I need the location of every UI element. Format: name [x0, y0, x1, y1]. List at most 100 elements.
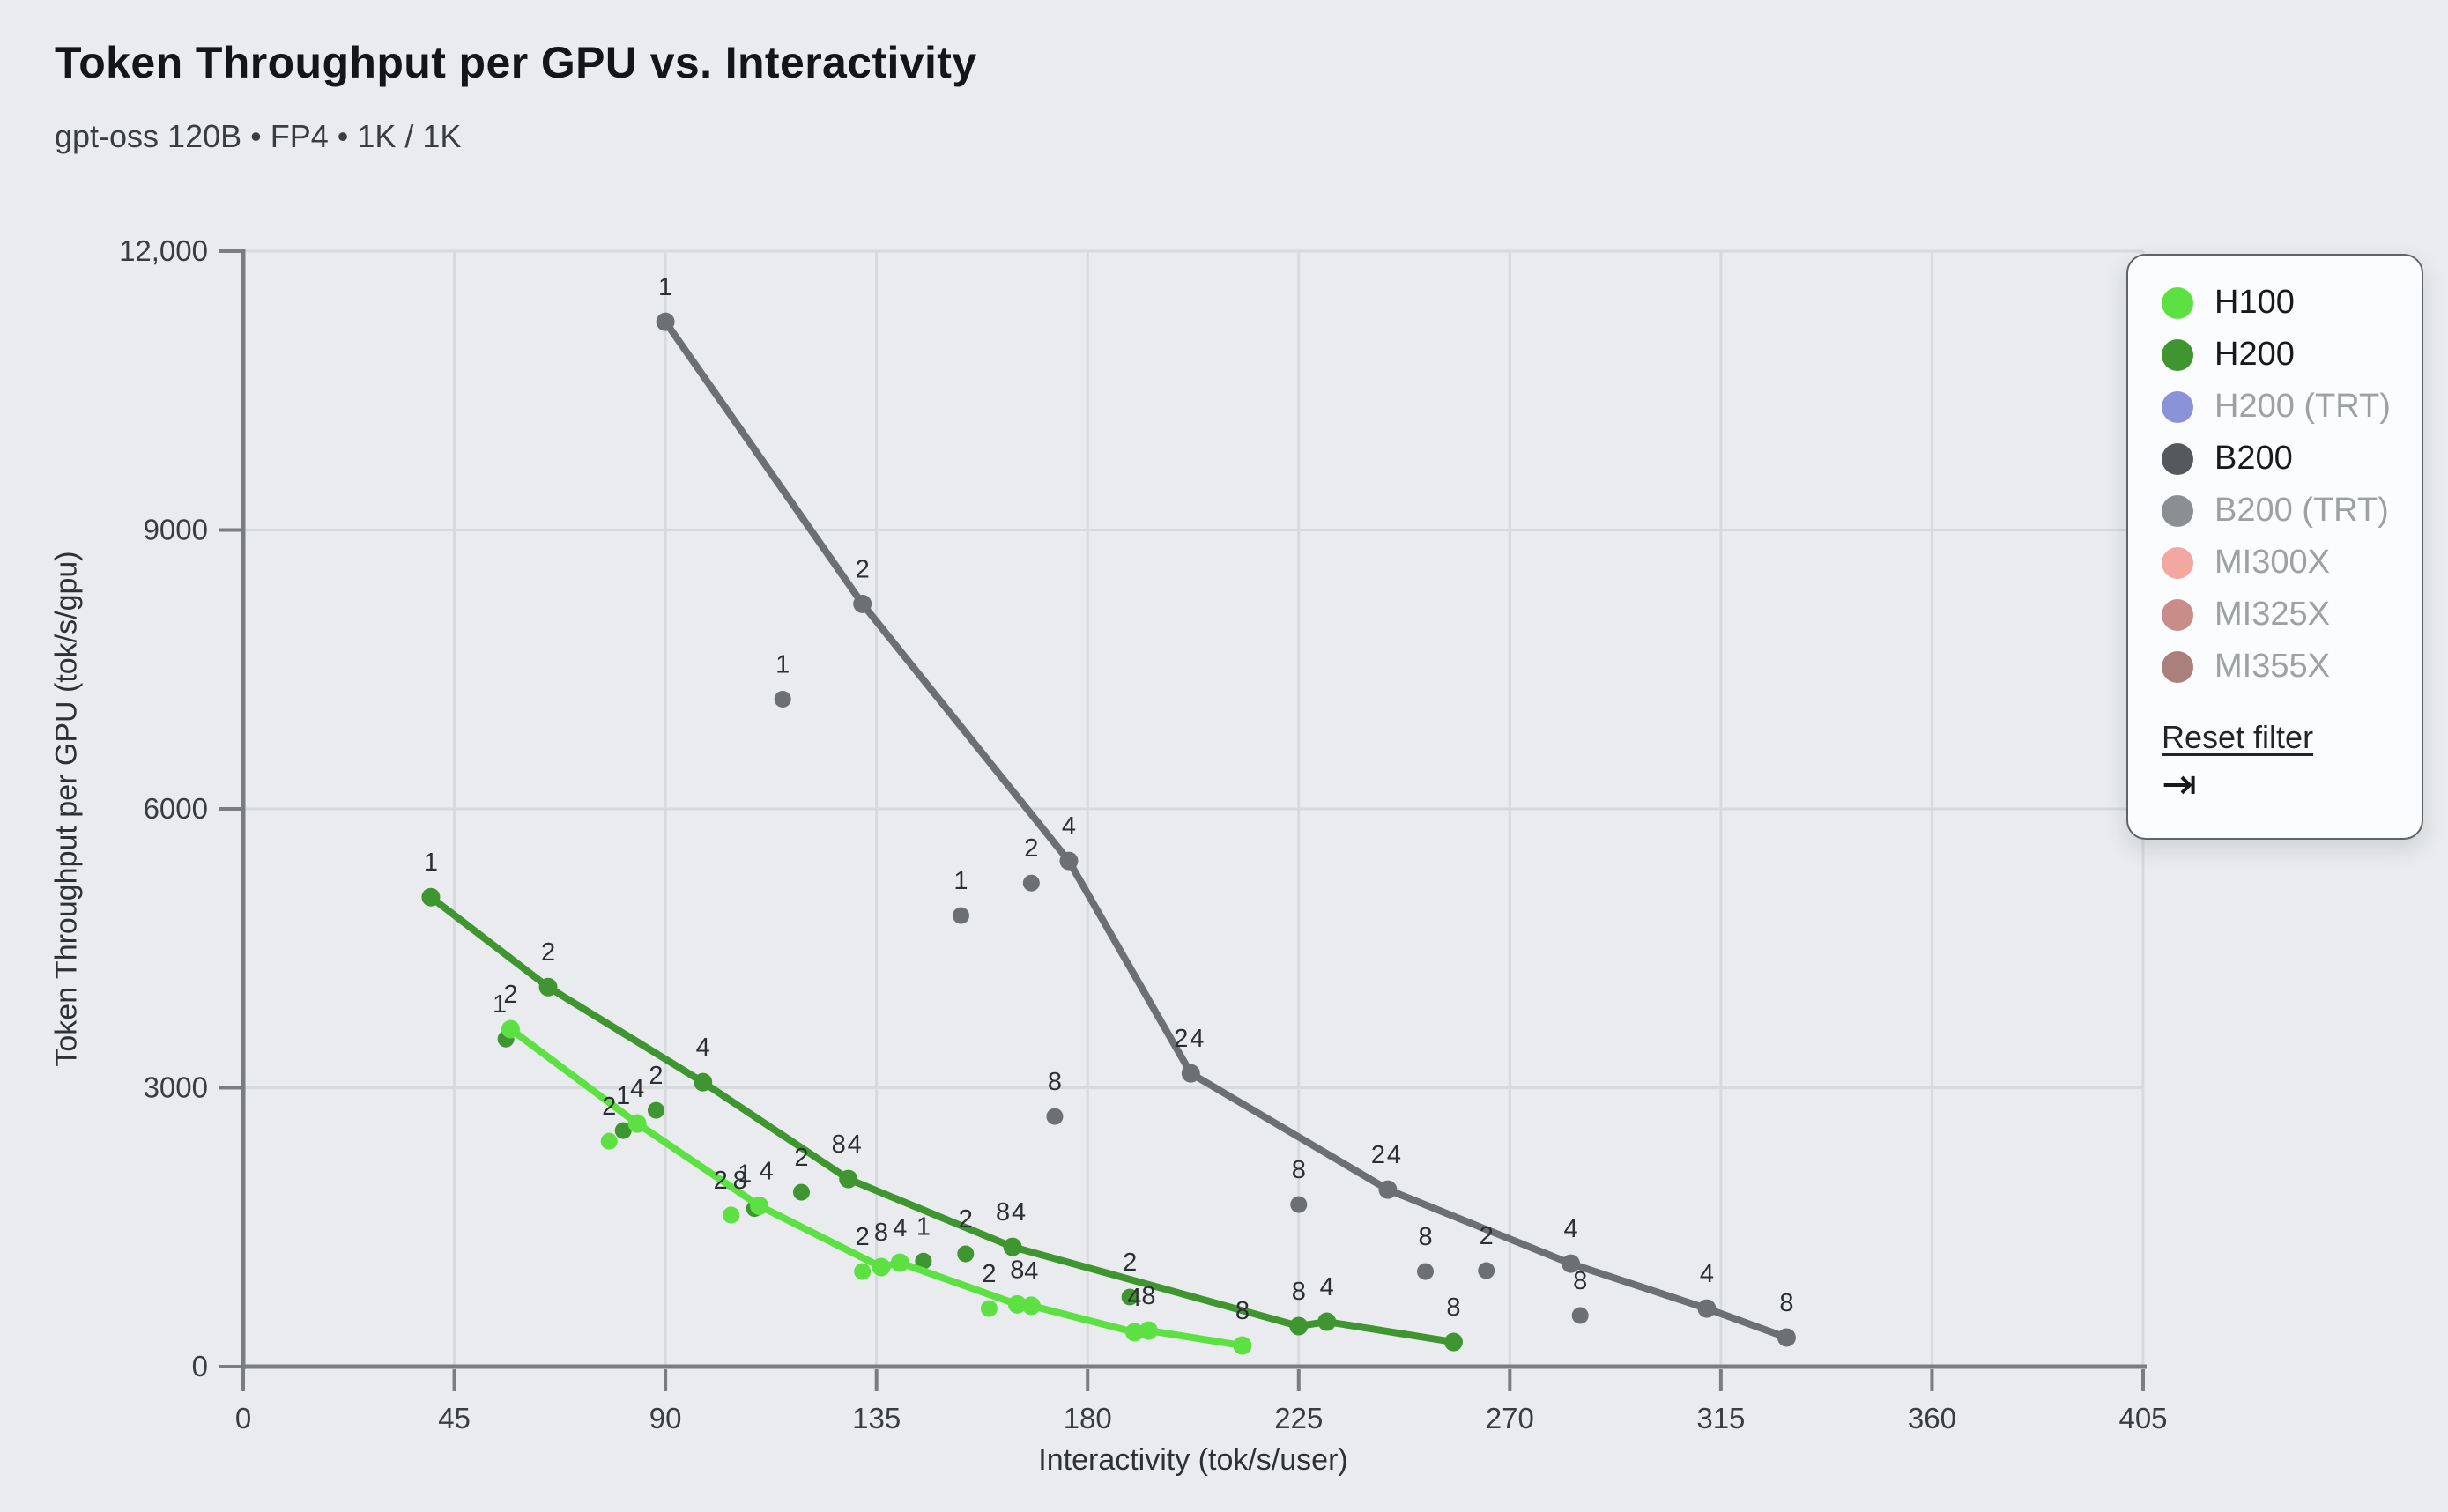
point-h100-line-2[interactable]	[750, 1196, 769, 1215]
point-h100-scatter-2[interactable]	[723, 1206, 740, 1224]
point-label-b200-16: 2	[1480, 1222, 1494, 1250]
point-h100-line-0[interactable]	[501, 1019, 520, 1039]
legend-item-b200-trt[interactable]: B200 (TRT)	[2162, 485, 2392, 537]
point-label-h100-2: 4	[760, 1157, 774, 1185]
point-h100-scatter-0[interactable]	[600, 1132, 618, 1150]
x-tick-label-315: 315	[1696, 1402, 1745, 1434]
point-h200-line-5[interactable]	[1289, 1316, 1309, 1336]
x-tick-label-135: 135	[852, 1402, 901, 1434]
point-label-h200-15: 2	[959, 1205, 973, 1234]
legend-swatch-b200	[2162, 442, 2193, 475]
point-h200-line-7[interactable]	[1443, 1332, 1463, 1352]
point-label-h200-9: 1	[616, 1082, 630, 1110]
point-h200-scatter-1[interactable]	[614, 1122, 632, 1139]
point-label-h100-13: 2	[856, 1223, 870, 1251]
point-label-b200-12: 2	[1174, 1025, 1188, 1053]
point-b200-line-2[interactable]	[1059, 851, 1079, 871]
point-label-b200-3: 4	[1190, 1025, 1204, 1053]
point-h200-line-6[interactable]	[1317, 1312, 1337, 1331]
point-b200-scatter-3[interactable]	[1046, 1108, 1064, 1125]
point-h100-scatter-4[interactable]	[980, 1300, 998, 1317]
point-label-h200-5: 8	[1292, 1278, 1306, 1306]
legend-label-h200-trt: H200 (TRT)	[2214, 388, 2391, 425]
y-tick-label-3000: 3000	[144, 1071, 208, 1104]
legend-items: H100 H200 H200 (TRT) B200 B200 (TRT) MI300X MI…	[2162, 277, 2392, 693]
point-label-h200-12: 2	[794, 1144, 808, 1172]
legend-label-b200: B200	[2214, 440, 2293, 477]
legend-label-b200-trt: B200 (TRT)	[2214, 492, 2389, 529]
point-h200-scatter-2[interactable]	[647, 1101, 664, 1119]
point-b200-line-3[interactable]	[1181, 1064, 1200, 1083]
reset-filter-link[interactable]: Reset filter	[2162, 719, 2314, 755]
point-b200-scatter-1[interactable]	[952, 907, 969, 924]
legend-label-h100: H100	[2214, 284, 2295, 321]
point-h200-line-2[interactable]	[694, 1072, 713, 1092]
point-b200-line-7[interactable]	[1777, 1328, 1796, 1347]
point-label-b200-4: 4	[1387, 1141, 1401, 1169]
tab-arrow-icon[interactable]: ⇥	[2162, 760, 2198, 809]
point-label-b200-13: 8	[1292, 1156, 1306, 1184]
point-h200-scatter-6[interactable]	[915, 1252, 932, 1270]
point-h100-scatter-3[interactable]	[854, 1263, 872, 1280]
point-label-h100-9: 8	[1235, 1297, 1250, 1325]
point-b200-scatter-7[interactable]	[1417, 1263, 1435, 1280]
point-label-h200-3: 4	[848, 1130, 862, 1159]
legend-item-h100[interactable]: H100	[2162, 277, 2392, 329]
point-h200-scatter-4[interactable]	[792, 1183, 810, 1201]
point-h200-line-0[interactable]	[421, 887, 441, 907]
point-b200-scatter-9[interactable]	[1571, 1307, 1589, 1324]
point-b200-line-5[interactable]	[1562, 1254, 1581, 1273]
point-label-h100-0: 2	[503, 981, 517, 1009]
point-label-h100-12: 8	[733, 1167, 747, 1195]
point-h100-line-8[interactable]	[1139, 1321, 1158, 1340]
point-b200-scatter-8[interactable]	[1478, 1262, 1495, 1279]
point-b200-line-6[interactable]	[1697, 1299, 1717, 1318]
point-label-h200-11: 1	[738, 1160, 752, 1189]
point-label-h100-4: 4	[893, 1214, 907, 1242]
point-b200-line-0[interactable]	[656, 312, 675, 331]
point-b200-line-1[interactable]	[853, 594, 872, 613]
chart-subtitle: gpt-oss 120B • FP4 • 1K / 1K	[55, 118, 462, 154]
point-label-h200-16: 8	[996, 1198, 1010, 1227]
point-b200-scatter-2[interactable]	[1022, 874, 1040, 892]
point-label-h100-1: 4	[630, 1075, 644, 1103]
point-h200-scatter-7[interactable]	[957, 1245, 975, 1263]
point-b200-line-4[interactable]	[1378, 1180, 1398, 1199]
legend-swatch-mi355x	[2162, 650, 2193, 683]
point-h200-line-1[interactable]	[538, 977, 558, 997]
point-h200-line-3[interactable]	[839, 1169, 858, 1189]
point-h100-line-4[interactable]	[890, 1253, 909, 1272]
point-h100-line-6[interactable]	[1021, 1296, 1041, 1316]
point-label-b200-15: 8	[1418, 1223, 1432, 1251]
point-label-h100-8: 8	[1141, 1282, 1155, 1310]
legend-item-mi300x[interactable]: MI300X	[2162, 537, 2392, 589]
point-b200-scatter-0[interactable]	[774, 691, 791, 708]
legend-item-h200-trt[interactable]: H200 (TRT)	[2162, 381, 2392, 433]
point-h100-line-5[interactable]	[1007, 1294, 1027, 1314]
chart-title: Token Throughput per GPU vs. Interactivi…	[55, 38, 977, 87]
legend-item-mi355x[interactable]: MI355X	[2162, 641, 2392, 693]
point-label-h100-7: 4	[1127, 1284, 1141, 1312]
point-h100-line-1[interactable]	[627, 1114, 647, 1133]
legend: H100 H200 H200 (TRT) B200 B200 (TRT) MI300X MI…	[2126, 254, 2423, 840]
y-axis-title: Token Throughput per GPU (tok/s/gpu)	[49, 551, 84, 1067]
legend-item-mi325x[interactable]: MI325X	[2162, 589, 2392, 641]
point-h200-scatter-9[interactable]	[1121, 1288, 1139, 1306]
point-h100-line-9[interactable]	[1233, 1336, 1252, 1355]
legend-item-h200[interactable]: H200	[2162, 329, 2392, 381]
point-label-h100-5: 8	[1010, 1256, 1024, 1284]
point-label-h100-10: 2	[602, 1093, 616, 1121]
x-tick-label-270: 270	[1486, 1402, 1534, 1434]
legend-label-mi300x: MI300X	[2214, 544, 2330, 581]
point-h100-line-3[interactable]	[872, 1257, 891, 1277]
point-h200-line-4[interactable]	[1003, 1237, 1022, 1256]
point-b200-scatter-5[interactable]	[1290, 1196, 1308, 1213]
legend-item-b200[interactable]: B200	[2162, 433, 2392, 485]
point-h100-line-7[interactable]	[1124, 1323, 1144, 1342]
point-label-h200-0: 1	[424, 849, 438, 877]
point-label-b200-9: 1	[953, 867, 968, 895]
legend-label-mi325x: MI325X	[2214, 596, 2330, 633]
x-tick-label-225: 225	[1274, 1402, 1323, 1434]
